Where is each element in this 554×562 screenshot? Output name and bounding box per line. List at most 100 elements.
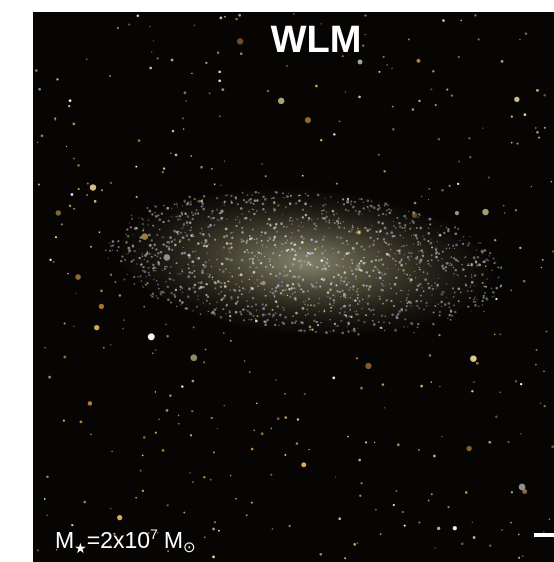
star [478, 306, 479, 307]
star [323, 209, 325, 211]
star [543, 94, 545, 96]
star [311, 219, 312, 220]
star [445, 248, 447, 250]
star [343, 295, 345, 297]
star [438, 278, 439, 279]
star [417, 216, 419, 218]
star [325, 216, 327, 218]
star [361, 308, 362, 309]
star [142, 455, 144, 457]
star [400, 290, 402, 292]
star [378, 251, 379, 252]
star [221, 263, 224, 266]
star [230, 259, 233, 262]
star [143, 228, 144, 229]
star [314, 314, 316, 316]
star [504, 212, 506, 214]
star [364, 227, 366, 229]
star [325, 261, 326, 262]
star [88, 401, 92, 405]
star [365, 314, 367, 316]
star [291, 223, 292, 224]
star [418, 522, 420, 524]
star [352, 289, 353, 290]
star [482, 209, 488, 215]
star [126, 234, 127, 235]
star [472, 522, 473, 523]
star [232, 232, 233, 233]
star [482, 127, 483, 128]
star [188, 239, 190, 241]
star [250, 287, 252, 289]
star [109, 242, 111, 244]
star [286, 195, 289, 198]
star [286, 274, 289, 277]
star [492, 296, 494, 298]
star [288, 193, 289, 194]
star [177, 216, 178, 217]
star [369, 210, 370, 211]
star [73, 208, 75, 210]
star [291, 232, 293, 234]
star [105, 250, 107, 252]
star [300, 321, 303, 324]
star [435, 104, 437, 106]
star [313, 223, 315, 225]
star [522, 555, 524, 557]
star [173, 230, 176, 233]
star [500, 391, 502, 393]
star [197, 242, 199, 244]
star [379, 277, 382, 280]
star [284, 316, 286, 318]
star [304, 203, 307, 206]
star [519, 247, 521, 249]
star [280, 243, 281, 244]
star [261, 275, 263, 277]
star [479, 264, 481, 266]
star [128, 23, 130, 25]
star [372, 270, 374, 272]
star [337, 251, 340, 254]
star [262, 307, 265, 310]
star [385, 242, 387, 244]
star [419, 242, 421, 244]
star [258, 192, 260, 194]
star [285, 242, 287, 244]
star [249, 235, 250, 236]
star [436, 285, 439, 288]
star [148, 272, 150, 274]
star [208, 233, 210, 235]
star [165, 324, 166, 325]
star [230, 296, 233, 299]
star [449, 247, 450, 248]
star [332, 247, 334, 249]
star [454, 269, 457, 272]
star [367, 206, 369, 208]
star [141, 253, 142, 254]
star [297, 418, 299, 420]
star [393, 305, 395, 307]
star [157, 57, 159, 59]
star [265, 175, 267, 177]
star [207, 226, 209, 228]
star [190, 472, 191, 473]
star [363, 201, 365, 203]
star [340, 296, 341, 297]
star [201, 271, 204, 274]
star [420, 258, 423, 261]
star [345, 252, 348, 255]
star [330, 283, 332, 285]
star [235, 198, 237, 200]
star [354, 311, 355, 312]
star [363, 207, 365, 209]
star [438, 253, 440, 255]
star [343, 305, 346, 308]
star [385, 315, 386, 316]
star [419, 267, 420, 268]
star [193, 270, 195, 272]
star [257, 285, 258, 286]
star [318, 311, 319, 312]
star [282, 214, 283, 215]
star [244, 251, 246, 253]
star [181, 385, 183, 387]
